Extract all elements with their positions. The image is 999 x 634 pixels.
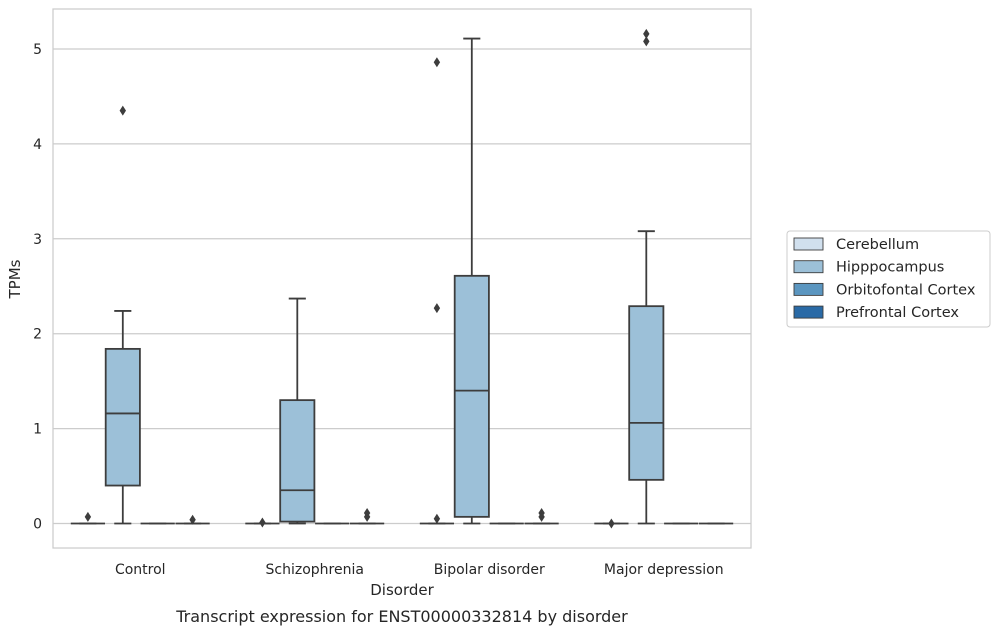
legend-label: Cerebellum xyxy=(836,237,919,253)
outlier-point xyxy=(433,57,441,68)
chart-caption: Transcript expression for ENST0000033281… xyxy=(175,607,628,626)
y-tick-label: 4 xyxy=(33,137,42,153)
y-tick-label: 0 xyxy=(33,517,42,533)
box-0-3 xyxy=(175,514,210,525)
y-tick-labels: 0 1 2 3 4 5 xyxy=(33,42,42,533)
legend-label: Prefrontal Cortex xyxy=(836,305,959,321)
outlier-point xyxy=(119,105,126,116)
outlier-point xyxy=(643,36,650,47)
outlier-point xyxy=(538,508,545,519)
plot-frame xyxy=(52,8,752,549)
box-3-1 xyxy=(628,28,665,525)
legend-swatch xyxy=(793,237,824,251)
y-tick-label: 2 xyxy=(33,327,42,343)
box-2-3 xyxy=(524,508,559,525)
x-tick-label: Schizophrenia xyxy=(266,562,364,578)
legend-swatch xyxy=(793,305,824,319)
outlier-point xyxy=(84,511,92,522)
box-2-0 xyxy=(419,57,455,525)
legend-frame xyxy=(786,230,991,328)
outlier-point xyxy=(608,518,615,529)
box-1-3 xyxy=(349,508,385,525)
x-tick-labels: Control Schizophrenia Bipolar disorder Majo… xyxy=(115,562,724,578)
y-axis-label: TPMs xyxy=(6,259,24,299)
y-tick-label: 1 xyxy=(33,422,42,438)
box-0-1 xyxy=(104,105,141,525)
box-2-1 xyxy=(453,37,490,525)
x-axis-label: Disorder xyxy=(370,581,434,599)
box-body xyxy=(453,274,490,518)
outlier-point xyxy=(189,514,196,525)
box-body xyxy=(279,399,316,523)
box-body xyxy=(104,347,141,487)
legend-label: Hipppocampus xyxy=(836,260,944,276)
x-tick-label: Bipolar disorder xyxy=(434,562,545,578)
outlier-point xyxy=(643,28,650,39)
legend-swatch xyxy=(793,282,824,296)
y-tick-label: 3 xyxy=(33,232,42,248)
box-3-0 xyxy=(594,518,629,529)
outlier-point xyxy=(259,517,266,528)
legend-swatch xyxy=(793,260,824,274)
legend: Cerebellum Hipppocampus Orbitofontal Corte… xyxy=(786,230,991,328)
boxes-layer xyxy=(70,28,734,529)
outlier-point xyxy=(363,508,371,519)
y-tick-label: 5 xyxy=(33,42,42,58)
outlier-point xyxy=(433,303,441,314)
box-1-0 xyxy=(245,517,280,528)
x-tick-label: Major depression xyxy=(604,562,724,578)
box-0-0 xyxy=(70,511,106,525)
x-tick-label: Control xyxy=(115,562,166,578)
legend-label: Orbitofontal Cortex xyxy=(836,282,976,298)
box-body xyxy=(628,305,665,481)
outlier-point xyxy=(433,513,441,524)
box-1-1 xyxy=(279,297,316,525)
